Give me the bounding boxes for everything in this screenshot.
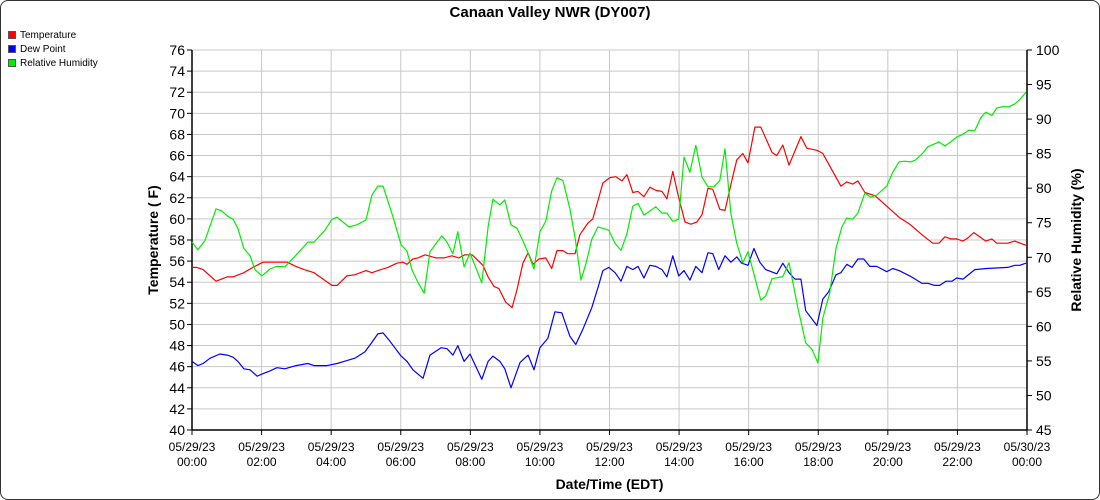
- x-tick-time: 16:00: [734, 455, 764, 469]
- y-tick-label: 46: [169, 359, 185, 375]
- x-tick-time: 22:00: [942, 455, 972, 469]
- x-tick-date: 05/29/23: [725, 440, 772, 454]
- y-tick-label: 74: [169, 63, 185, 79]
- x-tick-time: 02:00: [247, 455, 277, 469]
- x-tick-time: 14:00: [664, 455, 694, 469]
- y2-tick-label: 70: [1036, 249, 1052, 265]
- y-tick-label: 56: [169, 253, 185, 269]
- legend: Temperature Dew Point Relative Humidity: [8, 28, 98, 70]
- y-tick-label: 76: [169, 42, 185, 58]
- y-axis-title: Temperature ( F): [145, 185, 161, 294]
- y-tick-label: 70: [169, 105, 185, 121]
- legend-item-temperature: Temperature: [8, 28, 98, 42]
- y2-tick-label: 50: [1036, 387, 1052, 403]
- y-tick-label: 68: [169, 126, 185, 142]
- x-tick-time: 06:00: [386, 455, 416, 469]
- y-tick-label: 44: [169, 380, 185, 396]
- x-tick-date: 05/29/23: [169, 440, 216, 454]
- y2-tick-label: 75: [1036, 215, 1052, 231]
- y-tick-label: 42: [169, 401, 185, 417]
- x-tick-date: 05/30/23: [1004, 440, 1051, 454]
- y2-tick-label: 45: [1036, 422, 1052, 438]
- x-tick-date: 05/29/23: [586, 440, 633, 454]
- y2-tick-label: 65: [1036, 284, 1052, 300]
- series-line-relative-humidity: [191, 91, 1027, 364]
- x-tick-date: 05/29/23: [377, 440, 424, 454]
- y-tick-label: 64: [169, 169, 185, 185]
- y-tick-label: 52: [169, 295, 185, 311]
- y-tick-label: 48: [169, 338, 185, 354]
- legend-item-relative-humidity: Relative Humidity: [8, 56, 98, 70]
- x-tick-time: 18:00: [803, 455, 833, 469]
- x-tick-time: 20:00: [873, 455, 903, 469]
- x-tick-time: 00:00: [177, 455, 207, 469]
- legend-label: Dew Point: [20, 43, 66, 55]
- y2-tick-label: 85: [1036, 146, 1052, 162]
- legend-swatch-dew-point: [8, 45, 16, 53]
- y2-tick-label: 95: [1036, 77, 1052, 93]
- y-tick-label: 40: [169, 422, 185, 438]
- y2-tick-label: 60: [1036, 318, 1052, 334]
- y-tick-label: 50: [169, 316, 185, 332]
- legend-item-dew-point: Dew Point: [8, 42, 98, 56]
- x-tick-date: 05/29/23: [308, 440, 355, 454]
- series-line-dew-point: [191, 247, 1027, 389]
- x-tick-time: 08:00: [455, 455, 485, 469]
- x-tick-date: 05/29/23: [934, 440, 981, 454]
- series-line-temperature: [192, 126, 1027, 309]
- x-tick-date: 05/29/23: [864, 440, 911, 454]
- y2-tick-label: 100: [1036, 42, 1060, 58]
- legend-label: Relative Humidity: [20, 57, 98, 69]
- x-axis-title: Date/Time (EDT): [556, 476, 664, 492]
- y-tick-label: 62: [169, 190, 185, 206]
- y2-tick-label: 55: [1036, 353, 1052, 369]
- y-tick-label: 66: [169, 148, 185, 164]
- legend-swatch-temperature: [8, 31, 16, 39]
- x-tick-date: 05/29/23: [656, 440, 703, 454]
- legend-label: Temperature: [20, 29, 77, 41]
- x-tick-time: 04:00: [316, 455, 346, 469]
- y2-tick-label: 80: [1036, 180, 1052, 196]
- x-tick-time: 10:00: [525, 455, 555, 469]
- y2-axis-title: Relative Humidity (%): [1068, 168, 1084, 311]
- x-tick-time: 00:00: [1012, 455, 1042, 469]
- x-tick-date: 05/29/23: [517, 440, 564, 454]
- y2-tick-label: 90: [1036, 111, 1052, 127]
- y-tick-label: 60: [169, 211, 185, 227]
- x-tick-time: 12:00: [594, 455, 624, 469]
- y-tick-label: 72: [169, 84, 185, 100]
- chart-title: Canaan Valley NWR (DY007): [449, 4, 651, 21]
- y-tick-label: 58: [169, 232, 185, 248]
- x-tick-date: 05/29/23: [447, 440, 494, 454]
- x-tick-date: 05/29/23: [238, 440, 285, 454]
- y-tick-label: 54: [169, 274, 185, 290]
- legend-swatch-relative-humidity: [8, 59, 16, 67]
- x-tick-date: 05/29/23: [795, 440, 842, 454]
